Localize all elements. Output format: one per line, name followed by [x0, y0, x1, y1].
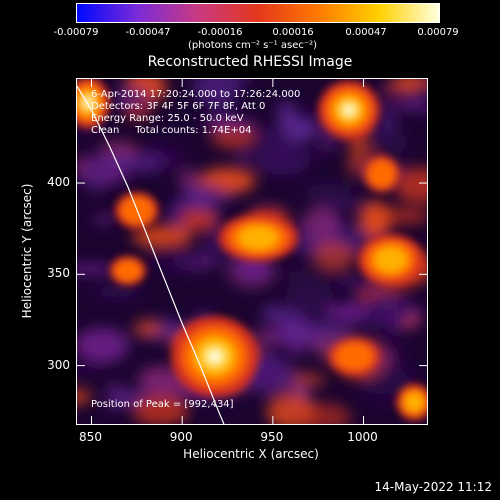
plot-title: Reconstructed RHESSI Image [147, 54, 353, 70]
background-texture-blob [77, 361, 105, 373]
emission-source [363, 155, 400, 193]
emission-contour [368, 160, 396, 188]
background-texture-blob [128, 151, 165, 174]
background-texture-blob [296, 106, 321, 122]
background-texture-blob [132, 395, 189, 424]
background-texture-blob [92, 285, 142, 298]
background-texture-blob [398, 98, 423, 110]
emission-source [358, 234, 424, 286]
x-tick-label: 950 [260, 430, 284, 444]
background-texture-blob [77, 388, 92, 405]
background-texture-blob [178, 168, 198, 190]
emission-source [218, 214, 299, 262]
background-texture-blob [86, 161, 104, 195]
x-tick-label: 1000 [347, 430, 378, 444]
colorbar-gradient [77, 4, 439, 22]
emission-source [171, 316, 259, 397]
background-texture-blob [312, 241, 356, 272]
emission-source [109, 256, 146, 286]
background-texture-blob [92, 213, 116, 226]
heatmap-plot-area: 6-Apr-2014 17:20:24.000 to 17:26:24.000 … [76, 78, 428, 425]
emission-source [318, 80, 380, 140]
background-texture-blob [210, 124, 256, 149]
colorbar-tick-label: 0.00047 [345, 27, 387, 38]
colorbar-units: (photons cm⁻² s⁻¹ asec⁻²) [188, 40, 318, 51]
y-tick-label: 400 [47, 175, 70, 190]
background-texture-blob [296, 148, 325, 163]
background-texture-blob [147, 244, 201, 275]
emission-contour [208, 350, 222, 363]
emission-contour [238, 225, 279, 250]
emission-source [329, 338, 380, 375]
detectors-annotation: Detectors: 3F 4F 5F 6F 7F 8F, Att 0 [91, 101, 266, 112]
background-texture-blob [236, 151, 255, 163]
background-texture-blob [311, 280, 328, 300]
solar-limb-curve [77, 85, 225, 424]
emission-contour [114, 259, 142, 282]
background-texture-blob [317, 198, 367, 210]
y-axis-label: Heliocentric Y (arcsec) [20, 183, 34, 319]
background-texture-blob [179, 207, 218, 232]
background-texture-blob [297, 402, 351, 424]
background-texture-blob [302, 205, 340, 244]
background-texture-blob [229, 79, 251, 86]
background-texture-blob [77, 264, 118, 275]
background-texture-blob [264, 128, 290, 142]
y-tick-label: 350 [47, 266, 70, 281]
emission-source [396, 383, 427, 421]
colorbar-tick-label: -0.00047 [125, 27, 171, 38]
background-texture-blob [299, 183, 354, 199]
colorbar-tick-label: -0.00079 [53, 27, 99, 38]
background-texture-blob [281, 310, 305, 346]
emission-contour [405, 393, 424, 412]
x-axis-label: Heliocentric X (arcsec) [183, 447, 319, 461]
x-tick-label: 850 [79, 430, 102, 444]
render-timestamp: 14-May-2022 11:12 [374, 480, 492, 494]
clean-counts-annotation: Clean Total counts: 1.74E+04 [91, 125, 252, 136]
background-texture-blob [382, 207, 427, 225]
background-texture-blob [133, 320, 163, 337]
peak-position-annotation: Position of Peak = [992,434] [91, 399, 234, 410]
colorbar-tick-label: -0.00016 [197, 27, 243, 38]
background-texture-blob [260, 305, 289, 322]
y-tick-label: 300 [47, 357, 70, 372]
background-texture-blob [77, 327, 130, 364]
background-texture-blob [365, 293, 412, 327]
energy-range-annotation: Energy Range: 25.0 - 50.0 keV [91, 113, 244, 124]
reconstructed-image [77, 79, 427, 424]
x-tick-label: 900 [169, 430, 193, 444]
colorbar-tick-label: 0.00079 [417, 27, 459, 38]
emission-contour [335, 342, 374, 371]
background-texture-blob [112, 87, 150, 108]
time-range-annotation: 6-Apr-2014 17:20:24.000 to 17:26:24.000 [91, 89, 301, 100]
background-texture-blob [277, 100, 296, 128]
emission-contour [374, 246, 408, 273]
background-texture-blob [203, 118, 256, 130]
background-texture-blob [414, 82, 427, 102]
emission-source [77, 79, 110, 129]
emission-contour [344, 105, 354, 115]
colorbar [76, 3, 440, 23]
background-texture-blob [255, 142, 311, 176]
background-texture-blob [359, 201, 392, 239]
background-texture-blob [189, 182, 223, 193]
background-texture-blob [371, 130, 409, 154]
colorbar-tick-label: 0.00016 [272, 27, 314, 38]
background-texture-blob [324, 304, 369, 320]
background-texture-blob [279, 269, 316, 281]
background-texture-blob [394, 167, 427, 204]
background-texture-blob [132, 225, 192, 248]
background-texture-blob [192, 79, 240, 104]
